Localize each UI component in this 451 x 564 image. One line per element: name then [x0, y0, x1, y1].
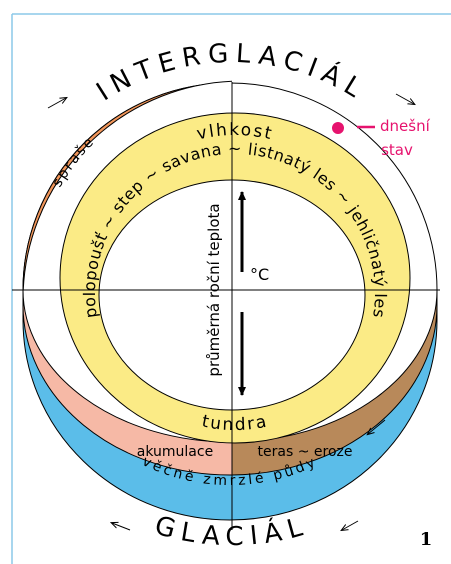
diagram: průměrná roční teplota °C vlhkost polopo… — [0, 0, 451, 564]
arrow — [112, 523, 130, 530]
arrow — [396, 94, 414, 104]
current-label: stav — [381, 141, 413, 159]
current-dot — [332, 122, 344, 134]
arrow — [48, 98, 66, 108]
current-label: dnešní — [380, 117, 431, 135]
arrow — [342, 521, 358, 530]
unit-label: °C — [250, 265, 269, 284]
figure-number: 1 — [420, 529, 433, 550]
temperature-label: průměrná roční teplota — [205, 203, 223, 376]
